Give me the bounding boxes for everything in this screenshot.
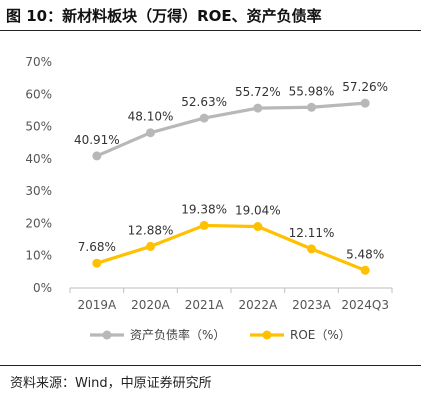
data-label: 12.88% xyxy=(128,223,174,237)
series-1 xyxy=(92,220,370,275)
data-labels: 40.91% 48.10% 52.63% 55.72% 55.98% 57.26% 7.68… xyxy=(74,80,388,261)
data-label: 12.11% xyxy=(289,226,335,240)
series-layer xyxy=(92,98,370,275)
data-label: 55.98% xyxy=(289,84,335,98)
y-tick-label: 40% xyxy=(25,152,52,166)
y-tick-label: 30% xyxy=(25,184,52,198)
data-label: 48.10% xyxy=(128,110,174,124)
series-0 xyxy=(92,98,370,161)
series-line xyxy=(96,101,366,158)
x-tick-label: 2019A xyxy=(77,298,117,312)
y-tick-label: 60% xyxy=(25,87,52,101)
data-label: 5.48% xyxy=(346,247,384,261)
data-label: 57.26% xyxy=(342,80,388,94)
data-point xyxy=(360,265,370,275)
legend-label: ROE（%） xyxy=(290,328,351,342)
x-tick-label: 2024Q3 xyxy=(341,298,389,312)
data-point xyxy=(307,244,316,254)
legend-item-0: 资产负债率（%） xyxy=(90,327,225,342)
series-line xyxy=(96,223,366,272)
y-tick-label: 0% xyxy=(33,281,52,295)
x-tick-label: 2020A xyxy=(131,298,171,312)
legend-label: 资产负债率（%） xyxy=(130,327,225,342)
data-label: 52.63% xyxy=(181,95,227,109)
data-point xyxy=(146,241,155,251)
source-note: 资料来源：Wind，中原证券研究所 xyxy=(10,376,212,391)
data-label: 7.68% xyxy=(78,240,116,254)
y-tick-label: 10% xyxy=(25,249,52,263)
chart-title: 图 10：新材料板块（万得）ROE、资产负债率 xyxy=(6,7,322,25)
data-point xyxy=(199,113,209,123)
data-label: 19.04% xyxy=(235,204,281,218)
y-axis: 0% 10% 20% 30% 40% 50% 60% 70% xyxy=(25,55,52,295)
data-point xyxy=(92,258,102,268)
legend-item-1: ROE（%） xyxy=(250,328,351,342)
data-point xyxy=(146,128,155,138)
y-tick-label: 50% xyxy=(25,120,52,134)
legend-swatch-marker xyxy=(102,330,112,340)
x-tick-label: 2023A xyxy=(292,298,332,312)
data-point xyxy=(199,220,209,230)
title-rule xyxy=(0,30,421,31)
data-point xyxy=(92,151,102,161)
data-point xyxy=(253,103,263,113)
x-tick-label: 2021A xyxy=(185,298,225,312)
x-axis: 2019A 2020A 2021A 2022A 2023A 2024Q3 xyxy=(69,288,393,312)
data-point xyxy=(253,222,263,232)
data-point xyxy=(360,98,370,108)
source-rule xyxy=(0,365,421,366)
line-chart: 0%10%20%30%40%50%60%70% 2019A 2020A 2021A 2… xyxy=(25,55,393,342)
legend-swatch-marker xyxy=(262,330,272,340)
data-point xyxy=(307,102,316,112)
y-tick-label: 70% xyxy=(25,55,52,69)
data-label: 40.91% xyxy=(74,133,120,147)
y-tick-label: 20% xyxy=(25,216,52,230)
legend: 资产负债率（%） ROE（%） xyxy=(90,327,351,342)
x-tick-label: 2022A xyxy=(238,298,278,312)
data-label: 55.72% xyxy=(235,85,281,99)
data-label: 19.38% xyxy=(181,202,227,216)
